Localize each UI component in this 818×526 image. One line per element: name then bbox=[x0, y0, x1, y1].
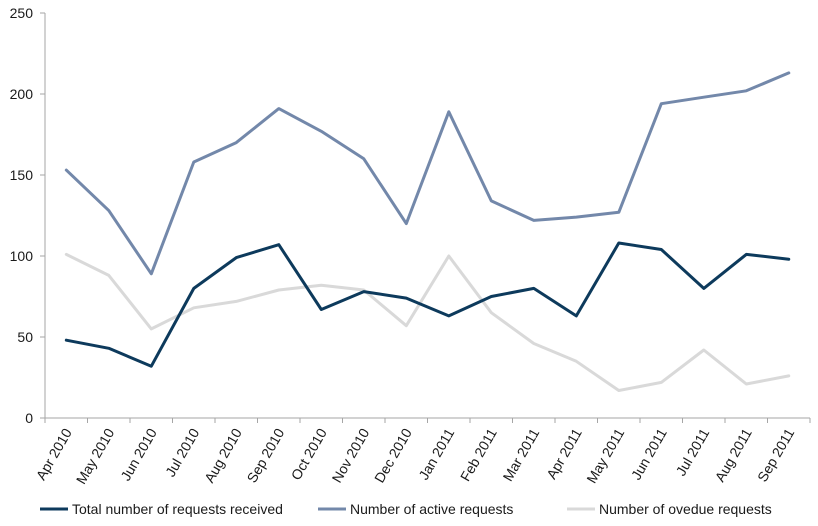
x-tick-label: Jul 2010 bbox=[162, 425, 202, 479]
x-tick-label: Jul 2011 bbox=[673, 425, 713, 478]
y-tick-label: 50 bbox=[17, 329, 33, 345]
x-tick-label: Mar 2011 bbox=[499, 425, 542, 484]
y-tick-label: 100 bbox=[10, 248, 34, 264]
y-tick-label: 250 bbox=[10, 5, 34, 21]
y-axis-ticks: 0 50 100 150 200 250 bbox=[10, 5, 45, 426]
x-tick-label: Sep 2011 bbox=[754, 425, 797, 484]
legend: Total number of requests received Number … bbox=[40, 501, 772, 517]
x-tick-label: Jun 2011 bbox=[628, 425, 670, 482]
series-line-1 bbox=[64, 241, 791, 368]
x-tick-label: Sep 2010 bbox=[244, 425, 288, 485]
legend-label: Total number of requests received bbox=[72, 501, 283, 517]
y-tick-label: 200 bbox=[10, 86, 34, 102]
legend-label: Number of ovedue requests bbox=[599, 501, 772, 517]
x-tick-label: Oct 2010 bbox=[288, 425, 330, 482]
x-tick-label: May 2011 bbox=[583, 425, 627, 486]
x-tick-label: Aug 2010 bbox=[201, 425, 245, 485]
x-tick-label: Dec 2010 bbox=[371, 425, 415, 485]
series-lines bbox=[64, 71, 791, 392]
x-tick-label: Apr 2010 bbox=[33, 425, 75, 482]
series-line-2 bbox=[64, 71, 791, 276]
series-line-3 bbox=[64, 252, 791, 392]
y-tick-label: 0 bbox=[25, 410, 33, 426]
x-tick-label: Aug 2011 bbox=[712, 425, 755, 484]
x-tick-label: Jan 2011 bbox=[415, 425, 457, 482]
x-tick-label: May 2010 bbox=[73, 425, 118, 486]
y-tick-label: 150 bbox=[10, 167, 34, 183]
legend-label: Number of active requests bbox=[350, 501, 513, 517]
x-tick-label: Jun 2010 bbox=[117, 425, 160, 483]
x-tick-label: Nov 2010 bbox=[329, 425, 373, 485]
x-tick-label: Feb 2011 bbox=[457, 425, 500, 484]
x-tick-label: Apr 2011 bbox=[543, 425, 585, 481]
